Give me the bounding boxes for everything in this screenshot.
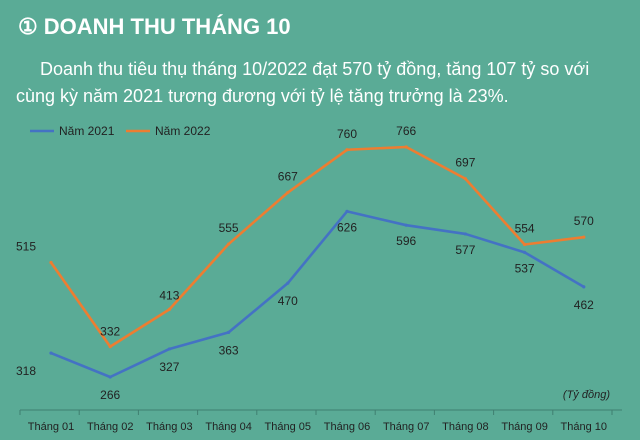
data-label-2022: 570 [574,214,594,228]
data-label-2022: 515 [16,239,36,253]
data-point-0 [108,375,112,379]
data-point-1 [404,145,408,149]
x-tick-label: Tháng 05 [265,421,311,433]
data-point-0 [49,351,53,355]
data-label-2022: 332 [100,325,120,339]
data-label-2022: 554 [515,222,535,236]
data-point-1 [582,235,586,239]
data-label-2021: 318 [16,364,36,378]
data-point-1 [108,345,112,349]
data-label-2021: 596 [396,234,416,248]
data-label-2022: 413 [159,288,179,302]
x-tick-label: Tháng 02 [87,421,133,433]
data-label-2021: 266 [100,388,120,402]
data-label-2021: 363 [219,343,239,357]
title-text: DOANH THU THÁNG 10 [43,14,291,39]
chart-title: ① DOANH THU THÁNG 10 [18,14,291,40]
description-text: Doanh thu tiêu thụ tháng 10/2022 đạt 570… [16,59,590,106]
data-point-0 [167,347,171,351]
legend-label-1: Năm 2022 [155,124,211,138]
x-tick-label: Tháng 09 [501,421,547,433]
data-point-0 [286,281,290,285]
data-point-0 [227,330,231,334]
x-tick-label: Tháng 04 [205,421,251,433]
data-point-0 [345,209,349,213]
x-tick-label: Tháng 01 [28,421,74,433]
x-tick-label: Tháng 10 [561,421,607,433]
x-tick-label: Tháng 06 [324,421,370,433]
data-point-1 [345,148,349,152]
series-line-0 [50,210,585,379]
data-point-0 [463,232,467,236]
x-tick-label: Tháng 08 [442,421,488,433]
data-point-1 [227,242,231,246]
data-label-2021: 470 [278,294,298,308]
data-label-2021: 626 [337,220,357,234]
unit-label: (Tỷ đồng) [563,389,610,401]
data-label-2022: 667 [278,170,298,184]
data-label-2022: 766 [396,124,416,138]
data-label-2021: 577 [455,243,475,257]
data-label-2022: 555 [219,221,239,235]
legend-label-0: Năm 2021 [59,124,115,138]
data-label-2021: 327 [159,360,179,374]
data-point-1 [286,190,290,195]
data-point-0 [582,285,586,289]
series-line-1 [49,145,584,348]
x-tick-label: Tháng 03 [146,421,192,433]
data-label-2021: 462 [574,298,594,312]
number-badge-icon: ① [18,14,38,39]
data-point-1 [463,177,467,181]
data-point-1 [167,307,171,311]
data-point-0 [523,250,527,254]
data-point-1 [523,242,527,247]
data-label-2022: 697 [455,156,475,170]
data-point-1 [49,260,53,265]
data-point-0 [404,223,408,227]
data-label-2021: 537 [515,261,535,275]
data-label-2022: 760 [337,127,357,141]
x-tick-label: Tháng 07 [383,421,429,433]
